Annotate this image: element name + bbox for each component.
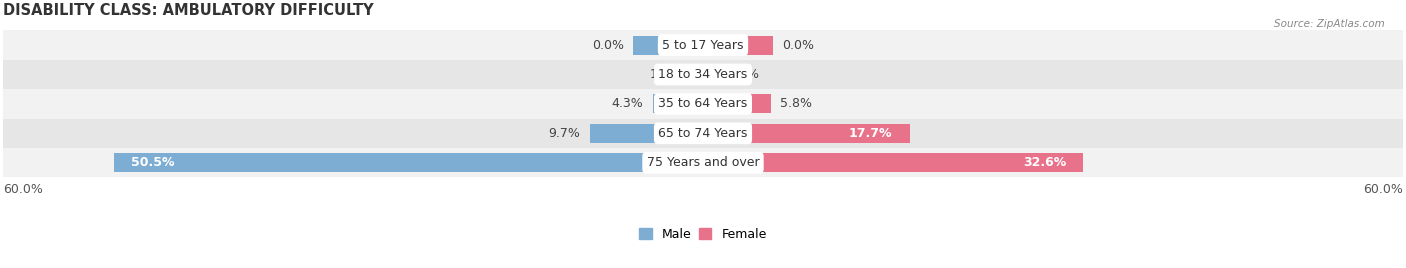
Bar [589,124,703,143]
Text: Source: ZipAtlas.com: Source: ZipAtlas.com [1274,19,1385,29]
Text: 65 to 74 Years: 65 to 74 Years [658,127,748,140]
Bar [703,65,710,84]
Text: 1.0%: 1.0% [650,68,682,81]
Text: 17.7%: 17.7% [849,127,891,140]
Bar [652,94,703,113]
Text: DISABILITY CLASS: AMBULATORY DIFFICULTY: DISABILITY CLASS: AMBULATORY DIFFICULTY [3,3,374,18]
Text: 18 to 34 Years: 18 to 34 Years [658,68,748,81]
Bar [3,89,1403,119]
Text: 50.5%: 50.5% [131,156,174,169]
Text: 60.0%: 60.0% [1364,183,1403,196]
Bar [692,65,703,84]
Bar [114,153,703,172]
Bar [3,119,1403,148]
Bar [703,94,770,113]
Text: 4.3%: 4.3% [612,97,644,110]
Bar [633,36,703,55]
Text: 75 Years and over: 75 Years and over [647,156,759,169]
Bar [703,153,1084,172]
Text: 0.0%: 0.0% [782,39,814,51]
Bar [703,36,773,55]
Text: 60.0%: 60.0% [3,183,42,196]
Text: 0.0%: 0.0% [592,39,624,51]
Text: 0.57%: 0.57% [718,68,759,81]
Text: 35 to 64 Years: 35 to 64 Years [658,97,748,110]
Legend: Male, Female: Male, Female [634,223,772,246]
Text: 5 to 17 Years: 5 to 17 Years [662,39,744,51]
Bar [3,30,1403,60]
Bar [3,148,1403,177]
Text: 32.6%: 32.6% [1022,156,1066,169]
Text: 9.7%: 9.7% [548,127,581,140]
Bar [703,124,910,143]
Text: 5.8%: 5.8% [780,97,813,110]
Bar [3,60,1403,89]
